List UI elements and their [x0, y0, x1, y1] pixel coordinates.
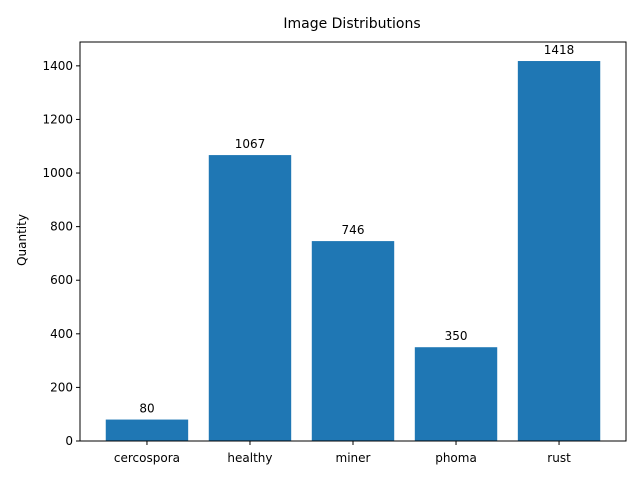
bar-miner: [311, 241, 395, 441]
y-ticks-group: 0 200 400 600 800 1000 1200 1400: [42, 59, 80, 448]
y-tick-label-400: 400: [50, 327, 73, 341]
data-label-cercospora: 80: [139, 402, 154, 416]
y-tick-label-1200: 1200: [42, 112, 73, 126]
y-tick-label-1400: 1400: [42, 59, 73, 73]
y-tick-label-800: 800: [50, 220, 73, 234]
x-tick-label-rust: rust: [547, 451, 571, 465]
data-label-phoma: 350: [445, 329, 468, 343]
data-label-rust: 1418: [544, 43, 575, 57]
data-label-healthy: 1067: [235, 137, 266, 151]
y-tick-label-1000: 1000: [42, 166, 73, 180]
bar-cercospora: [105, 419, 189, 441]
chart-title: Image Distributions: [283, 16, 420, 32]
y-axis-label: Quantity: [15, 214, 29, 266]
bar-healthy: [208, 155, 292, 441]
y-tick-label-0: 0: [65, 434, 73, 448]
x-tick-label-miner: miner: [336, 451, 371, 465]
data-label-miner: 746: [342, 223, 365, 237]
bar-phoma: [414, 347, 498, 441]
bars-group: 80 1067 746 350 1418: [105, 43, 601, 442]
x-tick-label-phoma: phoma: [435, 451, 477, 465]
y-tick-label-600: 600: [50, 273, 73, 287]
x-tick-label-cercospora: cercospora: [114, 451, 180, 465]
x-tick-label-healthy: healthy: [227, 451, 272, 465]
bar-rust: [517, 61, 601, 442]
y-tick-label-200: 200: [50, 380, 73, 394]
x-ticks-group: cercospora healthy miner phoma rust: [114, 441, 571, 465]
plot-frame: [79, 41, 627, 442]
